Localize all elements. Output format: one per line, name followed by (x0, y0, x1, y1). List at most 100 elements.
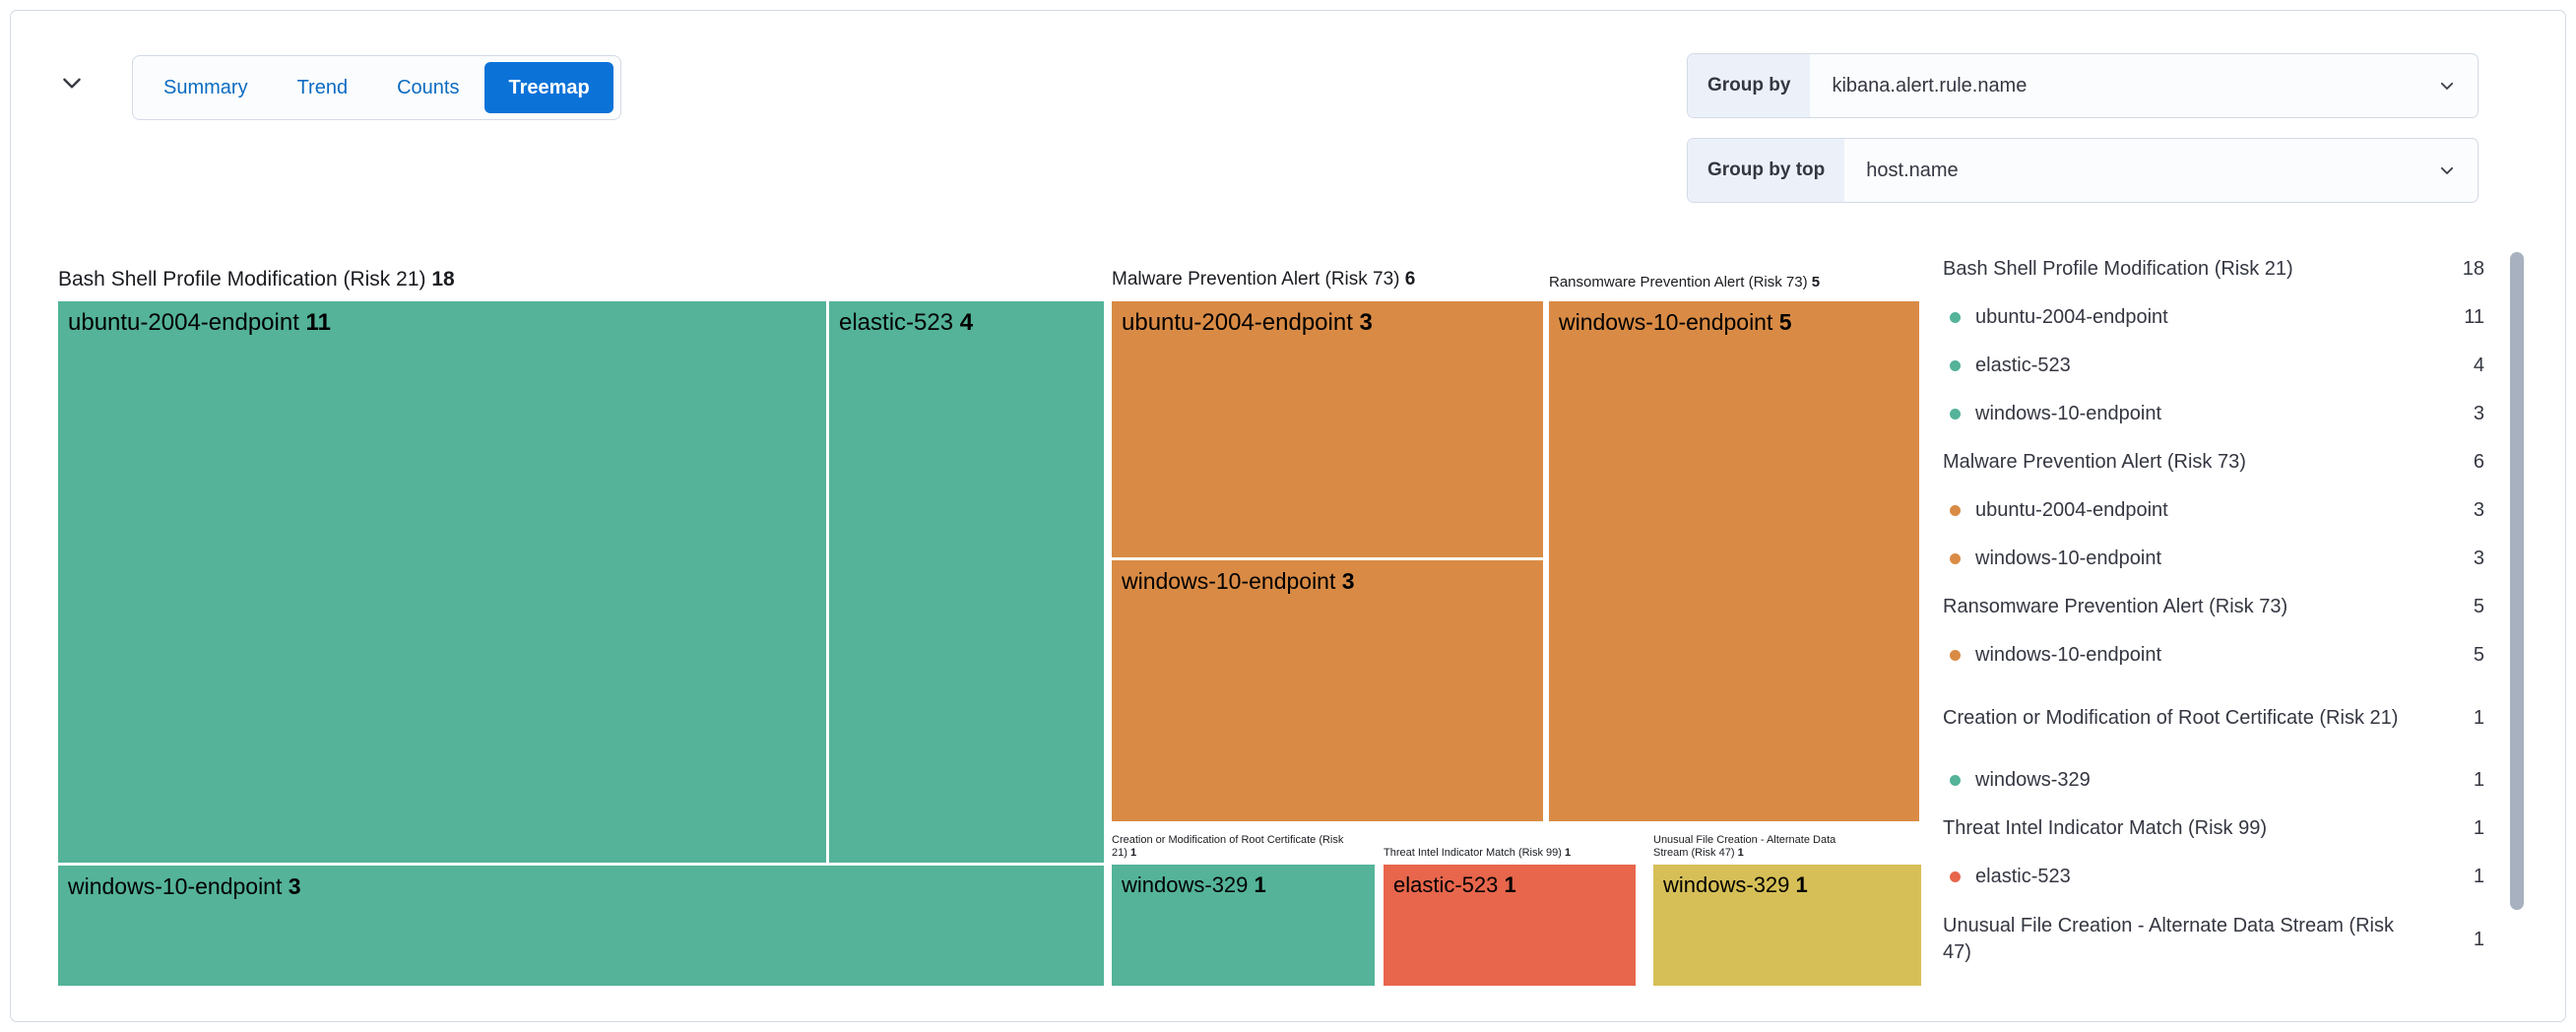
legend-count: 4 (2473, 355, 2484, 376)
legend-dot-icon (1950, 505, 1961, 516)
treemap-cell[interactable]: elastic-523 4 (829, 301, 1104, 863)
legend-label: Creation or Modification of Root Certifi… (1943, 706, 2399, 729)
treemap-cell[interactable]: ubuntu-2004-endpoint 11 (58, 301, 826, 863)
legend-item[interactable]: windows-10-endpoint 3 (1943, 535, 2484, 583)
legend-label: windows-10-endpoint (1975, 644, 2162, 666)
cell-host: windows-329 (1122, 872, 1249, 897)
treemap-group-header: Ransomware Prevention Alert (Risk 73) 5 (1549, 274, 1820, 291)
legend-label: elastic-523 (1975, 866, 2071, 887)
legend-dot-icon (1950, 312, 1961, 323)
legend-count: 5 (2473, 596, 2484, 617)
legend-count: 5 (2473, 644, 2484, 666)
treemap-cell[interactable]: windows-329 1 (1653, 865, 1921, 986)
alerts-panel: Summary Trend Counts Treemap Group by ki… (10, 10, 2566, 1022)
group-count: 1 (1737, 846, 1744, 859)
legend-label: Ransomware Prevention Alert (Risk 73) (1943, 596, 2288, 617)
tab-trend[interactable]: Trend (274, 62, 372, 113)
group-by-label: Group by (1688, 54, 1811, 117)
treemap-cell[interactable]: windows-10-endpoint 5 (1549, 301, 1919, 821)
legend-count: 1 (2473, 817, 2484, 839)
tab-counts[interactable]: Counts (373, 62, 483, 113)
legend-label: windows-10-endpoint (1975, 548, 2162, 569)
cell-label: windows-10-endpoint 3 (58, 866, 1104, 908)
cell-label: windows-10-endpoint 5 (1549, 301, 1919, 344)
legend-count: 3 (2473, 499, 2484, 521)
group-by-top-value: host.name (1866, 159, 1959, 181)
legend-item[interactable]: Unusual File Creation - Alternate Data S… (1943, 901, 2484, 978)
legend-label: ubuntu-2004-endpoint (1975, 306, 2168, 328)
cell-host: elastic-523 (839, 309, 954, 336)
legend-item[interactable]: windows-329 1 (1943, 756, 2484, 805)
treemap-cell[interactable]: ubuntu-2004-endpoint 3 (1112, 301, 1543, 557)
legend-item[interactable]: windows-10-endpoint 5 (1943, 631, 2484, 679)
tab-summary[interactable]: Summary (140, 62, 272, 113)
group-name: Creation or Modification of Root Certifi… (1112, 833, 1344, 859)
tab-treemap[interactable]: Treemap (484, 62, 613, 113)
cell-label: windows-329 1 (1112, 865, 1375, 906)
legend-count: 1 (2473, 706, 2484, 729)
chevron-down-icon (2438, 139, 2478, 202)
group-count: 1 (1565, 846, 1572, 859)
cell-host: ubuntu-2004-endpoint (68, 309, 299, 336)
treemap-cell[interactable]: windows-10-endpoint 3 (58, 866, 1104, 986)
legend-label: Unusual File Creation - Alternate Data S… (1943, 915, 2394, 963)
group-name: Bash Shell Profile Modification (Risk 21… (58, 267, 426, 290)
cell-count: 3 (1341, 568, 1355, 594)
chevron-down-icon (63, 78, 81, 89)
treemap-group-header: Malware Prevention Alert (Risk 73) 6 (1112, 269, 1415, 291)
group-by-value: kibana.alert.rule.name (1832, 74, 2028, 97)
treemap-cell[interactable]: windows-10-endpoint 3 (1112, 560, 1543, 821)
cell-count: 4 (959, 309, 974, 336)
group-count: 18 (431, 267, 455, 290)
legend-item[interactable]: Threat Intel Indicator Match (Risk 99) 1 (1943, 805, 2484, 853)
legend-label: Bash Shell Profile Modification (Risk 21… (1943, 258, 2293, 280)
cell-count: 1 (1254, 872, 1266, 897)
cell-count: 1 (1504, 872, 1516, 897)
group-count: 1 (1129, 846, 1137, 859)
legend-dot-icon (1950, 650, 1961, 661)
legend-item[interactable]: Ransomware Prevention Alert (Risk 73) 5 (1943, 583, 2484, 631)
cell-count: 3 (288, 873, 301, 899)
legend-scrollbar-thumb[interactable] (2510, 252, 2524, 910)
legend-count: 6 (2473, 451, 2484, 473)
legend-count: 3 (2473, 403, 2484, 424)
legend-dot-icon (1950, 553, 1961, 564)
cell-label: elastic-523 4 (829, 301, 1104, 345)
treemap-cell[interactable]: elastic-523 1 (1384, 865, 1636, 986)
cell-label: ubuntu-2004-endpoint 11 (58, 301, 826, 345)
legend-item[interactable]: elastic-523 1 (1943, 853, 2484, 901)
treemap-chart: Bash Shell Profile Modification (Risk 21… (11, 11, 2565, 1021)
cell-host: windows-10-endpoint (68, 873, 283, 899)
legend-item[interactable]: Bash Shell Profile Modification (Risk 21… (1943, 245, 2484, 293)
treemap-group-header: Bash Shell Profile Modification (Risk 21… (58, 267, 455, 291)
legend-count: 1 (2473, 769, 2484, 791)
cell-count: 5 (1778, 309, 1792, 335)
legend-count: 18 (2462, 258, 2484, 280)
legend-count: 11 (2464, 306, 2484, 328)
legend-dot-icon (1950, 360, 1961, 371)
legend-item[interactable]: Creation or Modification of Root Certifi… (1943, 679, 2484, 756)
collapse-panel-button[interactable] (52, 63, 92, 102)
cell-host: windows-329 (1663, 872, 1790, 897)
legend-item[interactable]: ubuntu-2004-endpoint 3 (1943, 486, 2484, 535)
cell-label: windows-10-endpoint 3 (1112, 560, 1543, 603)
legend-label: windows-329 (1975, 769, 2091, 791)
legend-item[interactable]: elastic-523 4 (1943, 342, 2484, 390)
legend-label: Threat Intel Indicator Match (Risk 99) (1943, 817, 2268, 839)
legend-item[interactable]: windows-10-endpoint 3 (1943, 390, 2484, 438)
group-by-select[interactable]: Group by kibana.alert.rule.name (1687, 53, 2479, 118)
view-tab-group: Summary Trend Counts Treemap (132, 55, 621, 120)
legend-label: Malware Prevention Alert (Risk 73) (1943, 451, 2246, 473)
treemap-cell[interactable]: windows-329 1 (1112, 865, 1375, 986)
cell-label: windows-329 1 (1653, 865, 1921, 906)
legend-item[interactable]: ubuntu-2004-endpoint 11 (1943, 293, 2484, 342)
treemap-group-header: Unusual File Creation - Alternate Data S… (1653, 834, 1855, 860)
legend-label: elastic-523 (1975, 355, 2071, 376)
group-by-top-select[interactable]: Group by top host.name (1687, 138, 2479, 203)
cell-label: elastic-523 1 (1384, 865, 1636, 906)
legend-item[interactable]: Malware Prevention Alert (Risk 73) 6 (1943, 438, 2484, 486)
legend-dot-icon (1950, 775, 1961, 786)
cell-count: 3 (1359, 309, 1373, 336)
cell-count: 11 (305, 309, 331, 336)
